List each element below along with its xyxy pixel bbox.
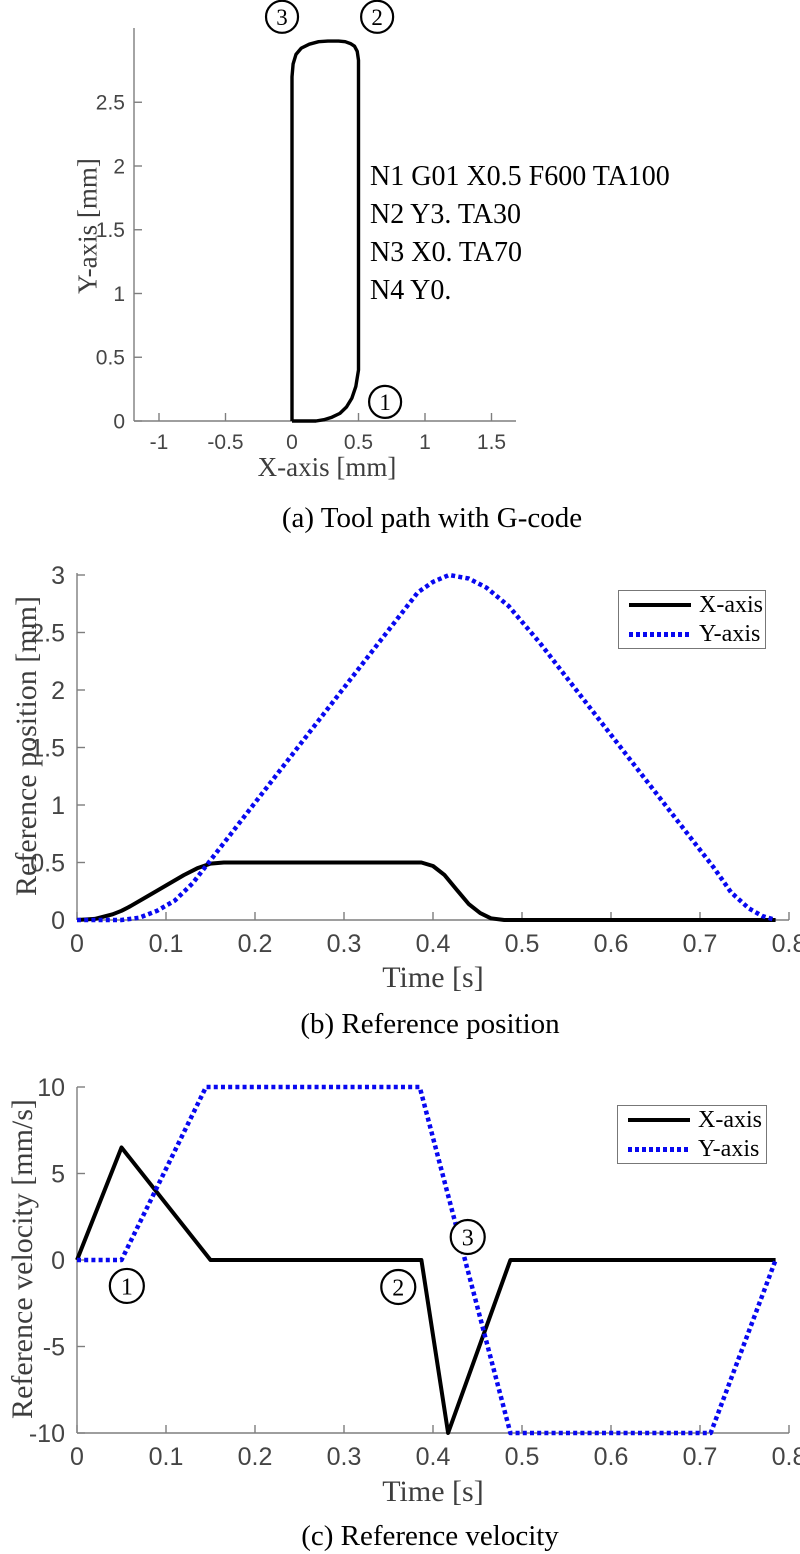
path-marker-circle-2 <box>380 1268 417 1306</box>
x-tick-label: 0.1 <box>149 1443 184 1471</box>
y-tick-label: 2.5 <box>30 619 65 647</box>
y-tick-label: 1.5 <box>30 734 65 762</box>
y-tick-label: 2 <box>113 155 125 178</box>
gcode-line-1: N1 G01 X0.5 F600 TA100 <box>370 161 670 192</box>
x-tick-label: 0.7 <box>683 930 718 958</box>
y-tick-label: 5 <box>51 1160 65 1188</box>
dotted-line-sample <box>628 1146 690 1152</box>
y-tick-label: 1 <box>113 283 125 306</box>
path-marker-circle-1 <box>368 384 403 419</box>
series-y-axis <box>77 1084 778 1436</box>
y-tick-label: -5 <box>43 1333 65 1361</box>
solid-line-sample <box>629 603 691 607</box>
x-tick-label: 0.5 <box>344 431 373 454</box>
x-tick-label: 0.8 <box>772 930 800 958</box>
x-tick-label: 0.7 <box>683 1443 718 1471</box>
y-tick-label: 0.5 <box>96 347 125 370</box>
solid-line-sample <box>628 1118 690 1122</box>
series-tool-path <box>290 39 361 423</box>
legend-label-y: Y-axis <box>699 620 761 647</box>
x-tick-label: 1.5 <box>477 431 506 454</box>
x-tick-label: 0.8 <box>772 1443 800 1471</box>
x-tick-label: 0.3 <box>327 930 362 958</box>
gcode-block: N1 G01 X0.5 F600 TA100 N2 Y3. TA30 N3 X0… <box>370 158 670 310</box>
y-tick-label: 0 <box>51 907 65 935</box>
y-tick-label: 3 <box>51 562 65 590</box>
legend-entry-y: Y-axis <box>628 1135 766 1162</box>
y-tick-label: 0 <box>113 410 125 433</box>
series-y-axis <box>77 572 777 923</box>
panel-c-caption: (c) Reference velocity <box>301 1520 559 1552</box>
panel-b-ylabel: Reference position [mm] <box>10 596 43 896</box>
x-tick-label: 0.3 <box>327 1443 362 1471</box>
panel-c-ylabel: Reference velocity [mm/s] <box>6 1099 39 1419</box>
legend-entry-x: X-axis <box>628 1106 766 1133</box>
path-marker-circle-3 <box>449 1218 486 1256</box>
y-tick-label: 2 <box>51 677 65 705</box>
path-marker-circle-1 <box>108 1267 145 1305</box>
series-x-axis <box>75 1145 776 1435</box>
panel-b-caption: (b) Reference position <box>300 1008 560 1040</box>
y-tick-label: 1.5 <box>96 219 125 242</box>
x-tick-label: 0 <box>70 1443 84 1471</box>
x-tick-label: 0.1 <box>149 930 184 958</box>
legend-label-x: X-axis <box>698 1106 762 1133</box>
x-tick-label: 0.6 <box>594 930 629 958</box>
path-marker-circle-2 <box>360 0 395 34</box>
panel-a-xlabel: X-axis [mm] <box>257 452 397 482</box>
path-marker-label-3: 3 <box>276 5 288 30</box>
panel-b-legend: X-axis Y-axis <box>618 590 766 649</box>
panel-a-ylabel: Y-axis [mm] <box>72 158 103 294</box>
y-tick-label: 10 <box>37 1074 65 1102</box>
x-tick-label: 0.4 <box>416 1443 451 1471</box>
path-marker-label-1: 1 <box>121 1274 133 1300</box>
path-marker-label-3: 3 <box>462 1225 474 1251</box>
x-tick-label: 0.6 <box>594 1443 629 1471</box>
legend-entry-x: X-axis <box>629 591 765 618</box>
y-tick-label: 2.5 <box>96 92 125 115</box>
legend-label-x: X-axis <box>699 591 763 618</box>
x-tick-label: 1 <box>419 431 431 454</box>
y-tick-label: 1 <box>51 792 65 820</box>
gcode-line-3: N3 X0. TA70 <box>370 237 523 268</box>
panel-c-xlabel: Time [s] <box>382 1475 484 1508</box>
series-x-axis <box>76 860 776 922</box>
legend-entry-y: Y-axis <box>629 620 765 647</box>
x-tick-label: -1 <box>150 431 169 454</box>
x-tick-label: 0.5 <box>505 930 540 958</box>
x-tick-label: 0.4 <box>416 930 451 958</box>
gcode-line-2: N2 Y3. TA30 <box>370 199 521 230</box>
panel-c-legend: X-axis Y-axis <box>617 1105 767 1164</box>
path-marker-label-2: 2 <box>371 5 383 30</box>
panel-b-xlabel: Time [s] <box>382 961 484 994</box>
y-tick-label: -10 <box>29 1420 65 1448</box>
path-marker-label-2: 2 <box>392 1275 404 1301</box>
gcode-line-4: N4 Y0. <box>370 275 452 306</box>
path-marker-label-1: 1 <box>379 390 391 415</box>
y-tick-label: 0.5 <box>30 849 65 877</box>
x-tick-label: 0.2 <box>238 930 273 958</box>
legend-label-y: Y-axis <box>698 1135 760 1162</box>
x-tick-label: 0 <box>286 431 298 454</box>
x-tick-label: 0.5 <box>505 1443 540 1471</box>
x-tick-label: 0 <box>70 930 84 958</box>
y-tick-label: 0 <box>51 1247 65 1275</box>
path-marker-circle-3 <box>264 0 300 34</box>
x-tick-label: -0.5 <box>207 431 243 454</box>
x-tick-label: 0.2 <box>238 1443 273 1471</box>
dotted-line-sample <box>629 631 691 637</box>
panel-a-caption: (a) Tool path with G-code <box>281 502 583 534</box>
